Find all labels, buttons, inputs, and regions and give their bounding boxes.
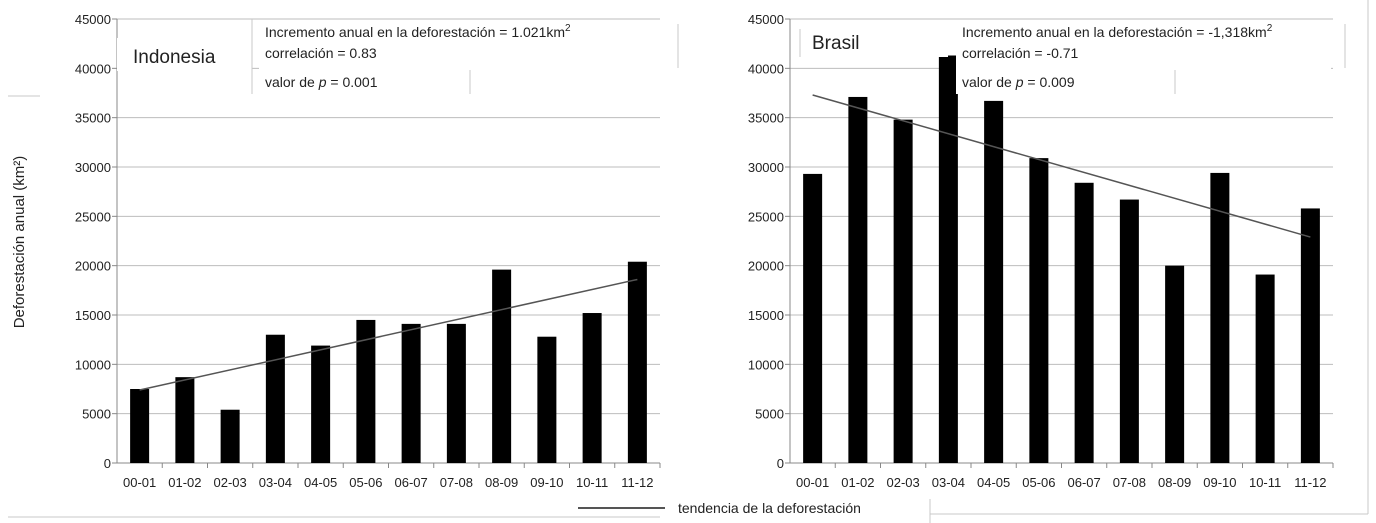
bar-02-03: [893, 119, 913, 463]
x-tick-label: 08-09: [485, 475, 518, 490]
x-tick-label: 06-07: [1068, 475, 1101, 490]
y-tick-label: 10000: [75, 357, 111, 372]
x-tick-label: 11-12: [1294, 475, 1326, 490]
annotation-line: valor de p = 0.001: [265, 74, 378, 90]
annotation-box: [956, 22, 1331, 94]
x-tick-label: 01-02: [841, 475, 874, 490]
x-tick-label: 00-01: [123, 475, 156, 490]
x-tick-label: 07-08: [1113, 475, 1146, 490]
x-tick-label: 10-11: [576, 475, 608, 490]
x-tick-label: 03-04: [932, 475, 965, 490]
annotation-line: Incremento anual en la deforestación = 1…: [265, 23, 571, 40]
annotation-line: correlación = -0.71: [962, 45, 1079, 61]
bar-04-05: [311, 345, 331, 463]
y-tick-label: 25000: [75, 209, 111, 224]
y-tick-label: 35000: [75, 111, 111, 126]
bar-06-07: [1074, 182, 1094, 463]
annotation-box: [259, 22, 669, 94]
x-tick-label: 09-10: [1203, 475, 1236, 490]
bar-07-08: [1119, 199, 1139, 463]
x-tick-label: 08-09: [1158, 475, 1191, 490]
bar-06-07: [401, 323, 421, 463]
trend-line: [812, 94, 1311, 238]
bar-00-01: [130, 389, 150, 463]
annotation-line: Incremento anual en la deforestación = -…: [962, 23, 1273, 40]
y-tick-label: 40000: [748, 61, 784, 76]
legend: tendencia de la deforestación: [578, 500, 861, 516]
y-tick-label: 0: [104, 456, 111, 471]
bar-01-02: [848, 96, 868, 464]
x-tick-label: 10-11: [1249, 475, 1281, 490]
title-box: [117, 38, 252, 71]
bar-10-11: [582, 313, 602, 463]
bar-11-12: [627, 261, 647, 463]
bar-00-01: [803, 173, 823, 463]
bar-02-03: [220, 409, 240, 463]
x-tick-label: 00-01: [796, 475, 829, 490]
chart-title: Indonesia: [133, 47, 216, 68]
y-tick-label: 15000: [748, 308, 784, 323]
chart-brasil: 0 5000 10000 15000 20000 25000 30000 35000 40000…: [748, 12, 1346, 490]
y-tick-label: 30000: [748, 160, 784, 175]
title-box: [800, 29, 948, 57]
trend-line: [139, 278, 638, 391]
bar-01-02: [175, 377, 195, 463]
x-tick-label: 06-07: [395, 475, 428, 490]
x-tick-label: 11-12: [621, 475, 653, 490]
y-tick-label: 45000: [748, 12, 784, 27]
y-tick-label: 25000: [748, 209, 784, 224]
chart-title: Brasil: [812, 33, 860, 54]
x-tick-label: 09-10: [530, 475, 563, 490]
y-tick-label: 20000: [75, 259, 111, 274]
bar-04-05: [984, 100, 1004, 463]
y-tick-label: 5000: [755, 407, 784, 422]
y-tick-label: 40000: [75, 61, 111, 76]
y-axis-label: Deforestación anual (km²): [11, 156, 28, 329]
bar-10-11: [1255, 274, 1275, 463]
bar-11-12: [1300, 208, 1320, 463]
y-tick-label: 0: [777, 456, 784, 471]
x-tick-label: 03-04: [259, 475, 292, 490]
bar-08-09: [1165, 265, 1185, 463]
x-tick-label: 04-05: [304, 475, 337, 490]
x-tick-label: 01-02: [168, 475, 201, 490]
bar-03-04: [265, 334, 285, 463]
annotation-line: valor de p = 0.009: [962, 74, 1075, 90]
legend-label: tendencia de la deforestación: [678, 500, 861, 516]
bar-03-04: [938, 55, 958, 464]
y-tick-label: 15000: [75, 308, 111, 323]
y-tick-label: 20000: [748, 259, 784, 274]
bar-05-06: [1029, 158, 1049, 463]
x-tick-label: 05-06: [349, 475, 382, 490]
chart-indonesia: 0 5000 10000 15000 20000 25000 30000 35000 40000…: [75, 12, 679, 490]
bar-05-06: [356, 319, 376, 463]
y-tick-label: 30000: [75, 160, 111, 175]
y-tick-label: 35000: [748, 111, 784, 126]
x-tick-label: 05-06: [1022, 475, 1055, 490]
bar-09-10: [1210, 172, 1230, 464]
x-tick-label: 07-08: [440, 475, 473, 490]
bar-08-09: [492, 269, 512, 463]
annotation-line: correlación = 0.83: [265, 45, 377, 61]
x-tick-label: 02-03: [214, 475, 247, 490]
bar-07-08: [446, 323, 466, 463]
x-tick-label: 02-03: [887, 475, 920, 490]
y-tick-label: 10000: [748, 357, 784, 372]
y-tick-label: 45000: [75, 12, 111, 27]
x-tick-label: 04-05: [977, 475, 1010, 490]
y-tick-label: 5000: [82, 407, 111, 422]
bar-09-10: [537, 336, 557, 463]
